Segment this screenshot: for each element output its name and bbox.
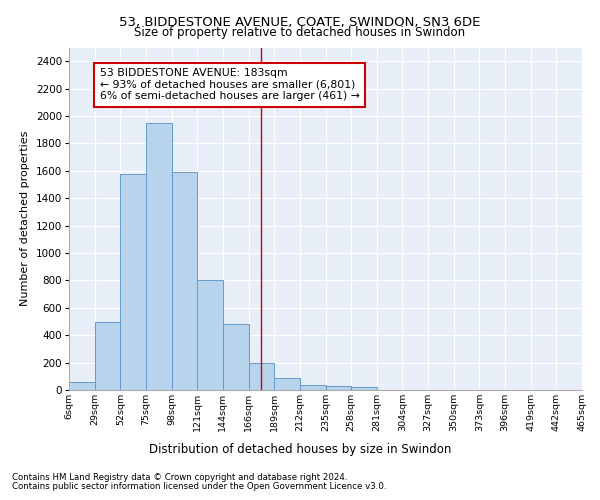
Bar [146,123,172,390]
Bar [121,174,146,390]
Bar [248,362,274,390]
Bar [325,386,351,390]
Text: Contains HM Land Registry data © Crown copyright and database right 2024.: Contains HM Land Registry data © Crown c… [12,472,347,482]
Bar [351,388,377,390]
Bar [223,324,248,390]
Text: 53, BIDDESTONE AVENUE, COATE, SWINDON, SN3 6DE: 53, BIDDESTONE AVENUE, COATE, SWINDON, S… [119,16,481,29]
Bar [300,385,325,390]
Text: Size of property relative to detached houses in Swindon: Size of property relative to detached ho… [134,26,466,39]
Bar [95,322,121,390]
Bar [69,382,95,390]
Bar [172,172,197,390]
Text: Contains public sector information licensed under the Open Government Licence v3: Contains public sector information licen… [12,482,386,491]
Y-axis label: Number of detached properties: Number of detached properties [20,131,30,306]
Bar [274,378,300,390]
Text: Distribution of detached houses by size in Swindon: Distribution of detached houses by size … [149,442,451,456]
Bar [197,280,223,390]
Text: 53 BIDDESTONE AVENUE: 183sqm
← 93% of detached houses are smaller (6,801)
6% of : 53 BIDDESTONE AVENUE: 183sqm ← 93% of de… [100,68,359,101]
